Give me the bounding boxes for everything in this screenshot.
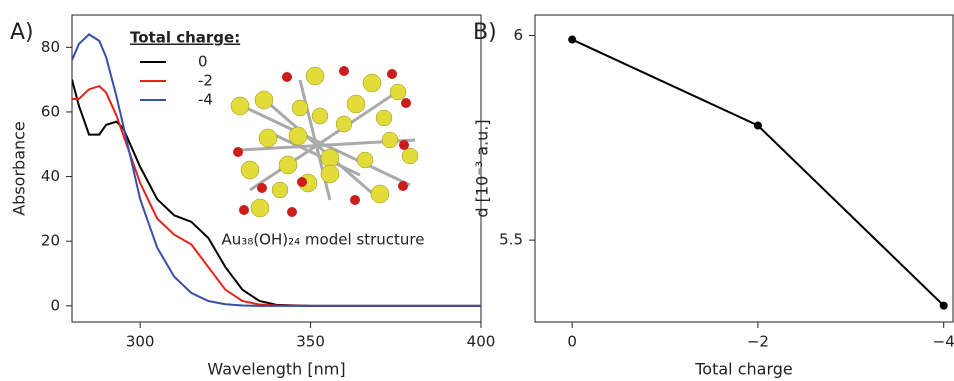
y-tick-label: 20	[41, 232, 60, 250]
x-tick-label: 300	[126, 333, 155, 351]
x-tick-label: −2	[747, 333, 769, 351]
plot-frame	[535, 15, 953, 322]
data-point	[568, 36, 576, 44]
data-point	[754, 122, 762, 130]
y-tick-label: 0	[50, 296, 60, 314]
legend-label: 0	[198, 53, 208, 71]
x-axis-label: Total charge	[694, 360, 793, 379]
series-line	[72, 34, 481, 305]
panel-label: A)	[10, 20, 34, 45]
y-tick-label: 6	[513, 26, 523, 44]
x-tick-label: 0	[567, 333, 577, 351]
molecule-inset	[231, 66, 418, 217]
x-tick-label: 350	[296, 333, 325, 351]
y-tick-label: 80	[41, 38, 60, 56]
y-tick-label: 60	[41, 102, 60, 120]
legend-title: Total charge:	[130, 29, 240, 47]
legend-label: -4	[198, 91, 213, 109]
data-point	[940, 302, 948, 310]
x-tick-label: 400	[467, 333, 496, 351]
y-tick-label: 40	[41, 167, 60, 185]
legend-label: -2	[198, 72, 213, 90]
panel-label: B)	[473, 20, 497, 45]
figure: A)300350400020406080Wavelength [nm]Absor…	[0, 0, 954, 381]
y-axis-label: d [10⁻³ a.u.]	[473, 119, 492, 217]
y-tick-label: 5.5	[499, 231, 523, 249]
annotation: Au₃₈(OH)₂₄ model structure	[222, 231, 425, 249]
y-axis-label: Absorbance	[10, 121, 29, 216]
series-line	[572, 40, 944, 306]
x-tick-label: −4	[933, 333, 954, 351]
x-axis-label: Wavelength [nm]	[207, 360, 345, 379]
